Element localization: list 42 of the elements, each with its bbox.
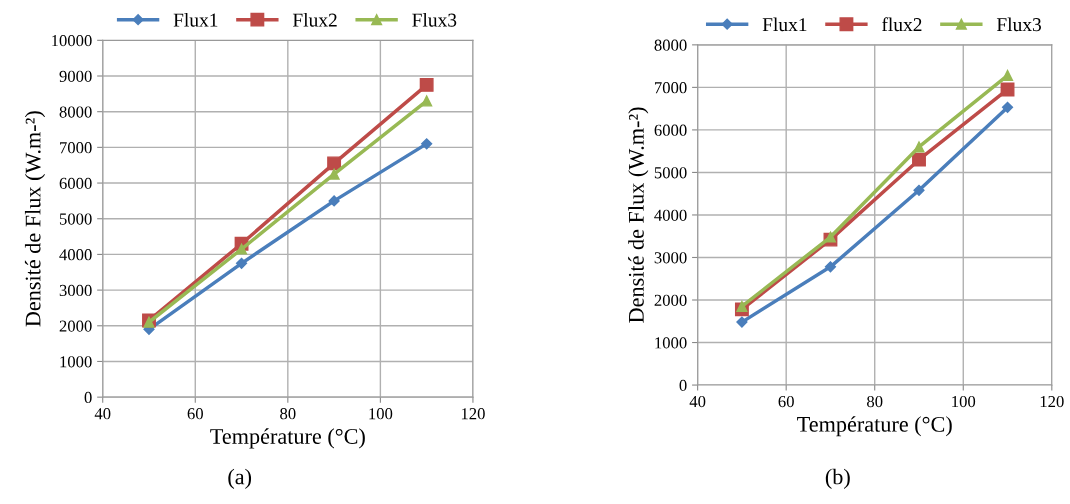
legend-label: Flux3 (412, 12, 457, 27)
y-tick-label: 8000 (59, 106, 92, 118)
x-tick-label: 120 (1040, 395, 1064, 408)
y-tick-label: 5000 (654, 167, 687, 179)
y-tick-label: 4000 (59, 249, 92, 261)
y-tick-label: 0 (679, 379, 687, 391)
legend-label: Flux2 (292, 12, 337, 27)
y-tick-label: 10000 (52, 35, 92, 47)
y-tick-label: 6000 (59, 177, 92, 189)
x-tick-label: 60 (778, 395, 794, 408)
x-tick-label: 40 (94, 408, 111, 420)
x-tick-label: 40 (689, 395, 706, 408)
text: (b) (825, 468, 850, 489)
legend-label: flux2 (882, 17, 922, 32)
x-tick-label: 120 (461, 408, 485, 420)
y-tick-label: 4000 (654, 209, 687, 221)
y-tick-label: 1000 (655, 337, 687, 349)
legend-label: Flux1 (173, 12, 218, 27)
y-tick-label: 2000 (59, 320, 92, 332)
y-tick-label: 7000 (654, 82, 687, 94)
legend-label: Flux1 (762, 17, 807, 32)
legend-label: Flux3 (996, 17, 1041, 32)
text: (a) (228, 468, 252, 489)
y-tick-label: 3000 (59, 284, 92, 297)
y-axis-title: Densité de Flux (W.m-²) (628, 107, 649, 323)
y-tick-label: 6000 (654, 124, 687, 136)
y-tick-label: 5000 (59, 213, 92, 225)
y-tick-label: 9000 (59, 70, 92, 82)
x-tick-label: 60 (187, 408, 203, 420)
y-tick-label: 1000 (60, 356, 92, 368)
y-tick-label: 7000 (60, 142, 92, 154)
x-axis-title: Température (°C) (797, 416, 952, 437)
y-tick-label: 8000 (654, 39, 687, 51)
y-tick-label: 2000 (654, 294, 687, 306)
x-axis-title: Température (°C) (210, 428, 365, 449)
x-tick-label: 100 (369, 408, 393, 420)
x-tick-label: 80 (867, 395, 883, 408)
y-axis-title: Densité de Flux (W.m-²) (24, 111, 46, 327)
x-tick-label: 100 (952, 395, 976, 408)
y-tick-label: 3000 (654, 252, 687, 264)
y-tick-label: 0 (84, 391, 92, 404)
x-tick-label: 80 (280, 408, 296, 420)
